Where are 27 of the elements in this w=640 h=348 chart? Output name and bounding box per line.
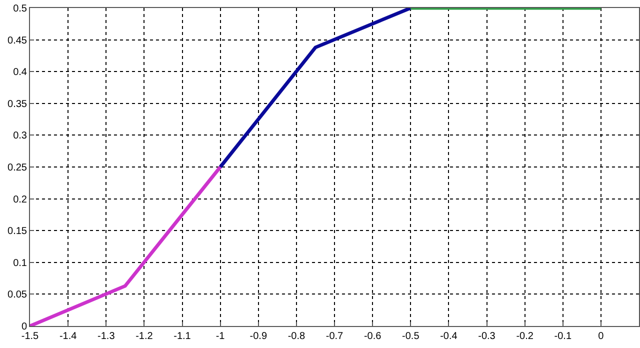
y-tick-label: 0.05 [8,290,28,301]
x-tick-label: -0.3 [478,331,496,342]
x-tick-label: -1.3 [98,331,116,342]
y-tick-label: 0.35 [8,98,28,110]
x-tick-label: 0 [598,331,604,342]
y-tick-label: 0.4 [13,67,28,78]
x-tick-label: -1.1 [174,331,192,342]
y-tick-label: 0.1 [13,258,28,269]
x-tick-label: -0.1 [554,331,572,342]
y-tick-label: 0.3 [13,130,28,142]
y-tick-label: 0.5 [13,4,28,14]
y-tick-label: 0 [21,322,28,332]
x-tick-label: -1.5 [21,331,40,342]
y-tick-label: 0.2 [13,194,28,206]
x-tick-label: -0.4 [440,331,458,342]
x-tick-label: -0.6 [364,331,382,342]
x-tick-label: -0.9 [250,331,268,342]
x-tick-label: -1.2 [136,331,154,342]
x-tick-label: -1.4 [59,331,78,342]
x-tick-label: -0.5 [402,331,420,342]
x-tick-label: -0.7 [326,331,344,342]
x-tick-label: -0.8 [288,331,306,342]
y-tick-label: 0.45 [8,35,28,46]
x-tick-label: -0.2 [516,331,534,342]
y-tick-label: 0.25 [8,162,28,174]
y-tick-label: 0.15 [8,226,28,238]
x-tick-label: -1 [216,331,226,342]
